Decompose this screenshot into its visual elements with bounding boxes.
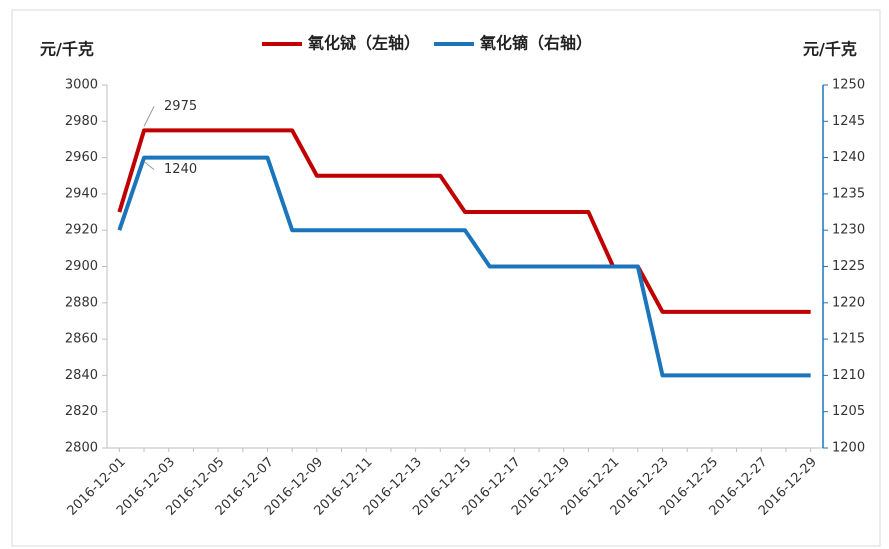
y-tick-label: 2900 [65,259,98,274]
y2-tick-label: 1200 [832,441,865,456]
y2-tick-label: 1205 [832,404,865,419]
label-leader [143,106,155,127]
data-label: 1240 [164,162,197,177]
y-tick-label: 3000 [65,78,98,93]
y-tick-label: 2940 [65,186,98,201]
y2-tick-label: 1215 [832,332,865,347]
y2-tick-label: 1235 [832,186,865,201]
y2-tick-label: 1230 [832,223,865,238]
y2-tick-label: 1250 [832,78,865,93]
data-label: 2975 [164,99,197,114]
y2-tick-label: 1225 [832,259,865,274]
y-tick-label: 2880 [65,295,98,310]
y-tick-label: 2920 [65,223,98,238]
legend-text: 氧化镝（右轴） [479,34,592,53]
y-tick-label: 2840 [65,368,98,383]
legend-text: 氧化铽（左轴） [307,34,420,53]
chart-frame [11,9,881,547]
y2-tick-label: 1210 [832,368,865,383]
y-axis-title: 元/千克 [40,40,94,59]
y-tick-label: 2800 [65,441,98,456]
y-tick-label: 2980 [65,114,98,129]
series-line [117,155,811,378]
y-tick-label: 2960 [65,150,98,165]
y2-tick-label: 1245 [832,114,865,129]
y-tick-label: 2860 [65,332,98,347]
label-leader [143,161,155,170]
y2-tick-label: 1220 [832,295,865,310]
series-line [117,128,811,314]
y-tick-label: 2820 [65,404,98,419]
y2-axis-title: 元/千克 [803,40,857,59]
y2-tick-label: 1240 [832,150,865,165]
